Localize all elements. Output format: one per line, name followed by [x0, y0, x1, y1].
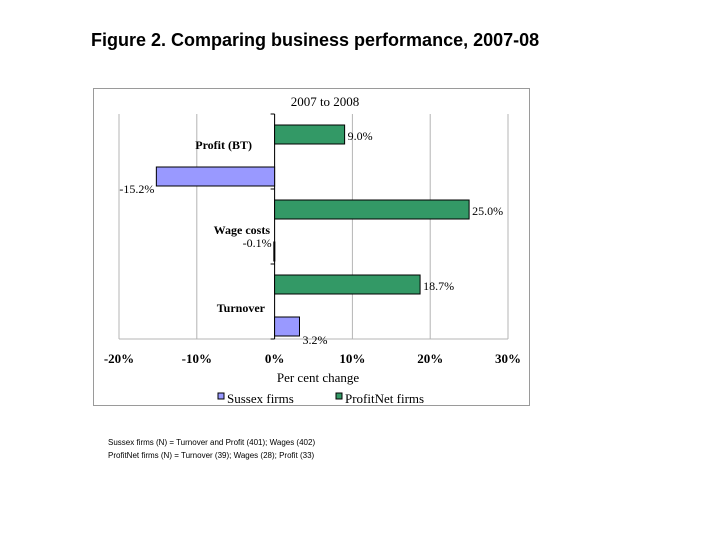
- data-label-sussex-1: -0.1%: [243, 236, 272, 250]
- x-axis-label: Per cent change: [277, 370, 360, 385]
- footnote-sussex: Sussex firms (N) = Turnover and Profit (…: [108, 438, 316, 447]
- x-tick-label-4: 20%: [417, 351, 443, 366]
- legend-swatch-1: [335, 392, 343, 400]
- legend-label-1: ProfitNet firms: [345, 391, 424, 406]
- bar-sussex-0: [155, 166, 276, 187]
- category-label-1: Wage costs: [214, 223, 271, 237]
- chart-title: 2007 to 2008: [291, 94, 360, 109]
- category-label-2: Turnover: [217, 301, 266, 315]
- data-label-profitnet-1: 25.0%: [472, 204, 503, 218]
- x-tick-label-3: 10%: [339, 351, 365, 366]
- x-tick-label-0: -20%: [104, 351, 134, 366]
- chart-container: 2007 to 2008 Per cent change 9.0% -15.2% P…: [93, 88, 530, 406]
- x-tick-label-1: -10%: [182, 351, 212, 366]
- bar-profitnet-2: [274, 274, 421, 295]
- data-label-profitnet-0: 9.0%: [348, 129, 373, 143]
- bar-profitnet-1: [274, 199, 470, 220]
- bar-profitnet-0: [274, 124, 346, 145]
- legend-swatch-0: [217, 392, 225, 400]
- bar-chart: 2007 to 2008 Per cent change 9.0% -15.2% P…: [104, 94, 521, 406]
- category-label-0: Profit (BT): [195, 138, 252, 152]
- legend-label-0: Sussex firms: [227, 391, 294, 406]
- footnote-profitnet: ProfitNet firms (N) = Turnover (39); Wag…: [108, 451, 315, 460]
- bar-sussex-2: [274, 316, 300, 337]
- data-label-sussex-2: 3.2%: [302, 333, 327, 347]
- x-tick-label-5: 30%: [495, 351, 521, 366]
- data-label-profitnet-2: 18.7%: [423, 279, 454, 293]
- figure-title: Figure 2. Comparing business performance…: [91, 30, 540, 50]
- data-label-sussex-0: -15.2%: [119, 182, 154, 196]
- bar-sussex-1: [273, 241, 276, 262]
- x-tick-label-2: 0%: [265, 351, 285, 366]
